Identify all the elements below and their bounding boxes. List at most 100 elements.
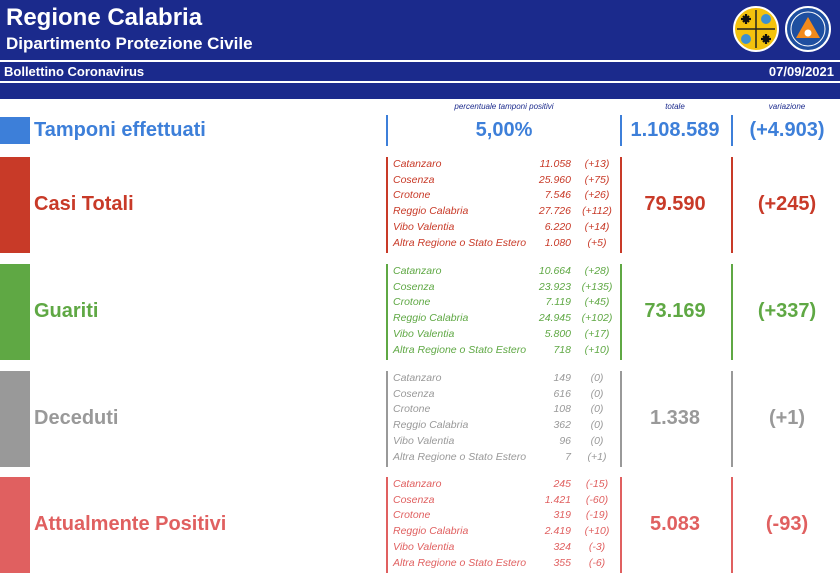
positivi-color-bar — [0, 477, 30, 573]
province-row: Altra Regione o Stato Estero 1.080 (+5) — [393, 237, 621, 253]
tamponi-total: 1.108.589 — [630, 119, 720, 141]
page-title: Regione Calabria — [6, 4, 203, 31]
province-change: (+1) — [587, 450, 607, 463]
province-value: 24.945 — [538, 312, 571, 325]
bulletin-bar: Bollettino Coronavirus 07/09/2021 — [0, 62, 840, 81]
province-name: Altra Regione o Stato Estero — [393, 556, 527, 569]
tamponi-label: Tamponi effettuati — [34, 119, 206, 141]
province-value: 355 — [553, 556, 571, 569]
deceduti-change: (+1) — [768, 407, 806, 429]
province-change: (0) — [590, 403, 604, 416]
province-change: (+14) — [584, 220, 610, 233]
positivi-divider — [731, 477, 733, 573]
deceduti-label: Deceduti — [34, 407, 119, 429]
protezione-civile-logo — [785, 6, 831, 52]
province-value: 319 — [553, 509, 571, 522]
province-value: 25.960 — [538, 173, 571, 186]
tamponi-divider — [386, 115, 388, 146]
province-change: (-19) — [585, 509, 609, 522]
province-value: 362 — [553, 419, 571, 432]
column-header-percentage: percentuale tamponi positivi — [454, 102, 554, 111]
province-row: Vibo Valentia 6.220 (+14) — [393, 221, 621, 237]
province-row: Cosenza 25.960 (+75) — [393, 174, 621, 190]
province-row: Altra Regione o Stato Estero 7 (+1) — [393, 451, 621, 467]
province-row: Vibo Valentia 96 (0) — [393, 435, 621, 451]
deceduti-divider — [386, 371, 388, 467]
province-name: Reggio Calabria — [393, 312, 469, 325]
province-name: Vibo Valentia — [393, 434, 455, 447]
province-value: 718 — [553, 343, 571, 356]
province-value: 324 — [553, 540, 571, 553]
casi-label: Casi Totali — [34, 193, 134, 215]
province-value: 96 — [559, 434, 571, 447]
casi-divider — [386, 157, 388, 253]
province-value: 27.726 — [538, 205, 571, 218]
province-change: (+28) — [584, 265, 610, 277]
casi-divider — [731, 157, 733, 253]
province-value: 23.923 — [538, 280, 571, 293]
tamponi-divider — [620, 115, 622, 146]
province-change: (+10) — [584, 343, 610, 356]
tamponi-color-bar — [0, 117, 30, 144]
province-row: Crotone 7.546 (+26) — [393, 189, 621, 205]
province-value: 1.421 — [544, 493, 571, 506]
guariti-total: 73.169 — [644, 300, 706, 322]
province-name: Crotone — [393, 403, 431, 416]
province-name: Cosenza — [393, 387, 435, 400]
province-change: (+10) — [584, 525, 610, 538]
province-value: 108 — [553, 403, 571, 416]
province-change: (+75) — [584, 173, 610, 186]
province-value: 245 — [553, 478, 571, 490]
bulletin-label: Bollettino Coronavirus — [4, 64, 145, 79]
province-name: Crotone — [393, 296, 431, 309]
province-name: Crotone — [393, 189, 431, 202]
guariti-divider — [620, 264, 622, 360]
province-row: Catanzaro 149 (0) — [393, 372, 621, 388]
province-row: Reggio Calabria 2.419 (+10) — [393, 525, 621, 541]
province-row: Reggio Calabria 27.726 (+112) — [393, 205, 621, 221]
province-name: Reggio Calabria — [393, 525, 469, 538]
province-change: (+5) — [587, 236, 607, 249]
province-change: (0) — [590, 387, 604, 400]
province-change: (+135) — [581, 280, 613, 293]
province-row: Reggio Calabria 24.945 (+102) — [393, 312, 621, 328]
deceduti-total: 1.338 — [649, 407, 701, 429]
province-change: (+13) — [584, 158, 610, 170]
province-name: Cosenza — [393, 280, 435, 293]
page-subtitle: Dipartimento Protezione Civile — [6, 34, 253, 53]
header-banner: Regione Calabria Dipartimento Protezione… — [0, 0, 840, 60]
province-name: Crotone — [393, 509, 431, 522]
province-change: (-60) — [585, 493, 609, 506]
province-name: Reggio Calabria — [393, 205, 469, 218]
column-header-change: variazione — [768, 102, 806, 111]
province-value: 2.419 — [544, 525, 571, 538]
province-change: (+17) — [584, 327, 610, 340]
deceduti-color-bar — [0, 371, 30, 467]
guariti-change: (+337) — [757, 300, 817, 322]
province-name: Altra Regione o Stato Estero — [393, 236, 527, 249]
casi-color-bar — [0, 157, 30, 253]
province-name: Vibo Valentia — [393, 540, 455, 553]
province-change: (+26) — [584, 189, 610, 202]
tamponi-percentage: 5,00% — [475, 119, 533, 141]
positivi-label: Attualmente Positivi — [34, 513, 227, 535]
province-row: Catanzaro 10.664 (+28) — [393, 265, 621, 281]
province-name: Altra Regione o Stato Estero — [393, 343, 527, 356]
province-row: Crotone 319 (-19) — [393, 509, 621, 525]
province-row: Vibo Valentia 5.800 (+17) — [393, 328, 621, 344]
province-row: Altra Regione o Stato Estero 355 (-6) — [393, 557, 621, 573]
province-row: Cosenza 23.923 (+135) — [393, 281, 621, 297]
province-name: Catanzaro — [393, 265, 442, 277]
header-stripe — [0, 83, 840, 99]
positivi-divider — [386, 477, 388, 573]
province-row: Crotone 7.119 (+45) — [393, 296, 621, 312]
province-name: Reggio Calabria — [393, 419, 469, 432]
province-row: Cosenza 616 (0) — [393, 388, 621, 404]
province-value: 616 — [553, 387, 571, 400]
column-header-total: totale — [665, 102, 685, 111]
province-value: 6.220 — [544, 220, 571, 233]
province-name: Cosenza — [393, 493, 435, 506]
guariti-divider — [731, 264, 733, 360]
tamponi-divider — [731, 115, 733, 146]
calabria-coat-of-arms-logo — [733, 6, 779, 52]
